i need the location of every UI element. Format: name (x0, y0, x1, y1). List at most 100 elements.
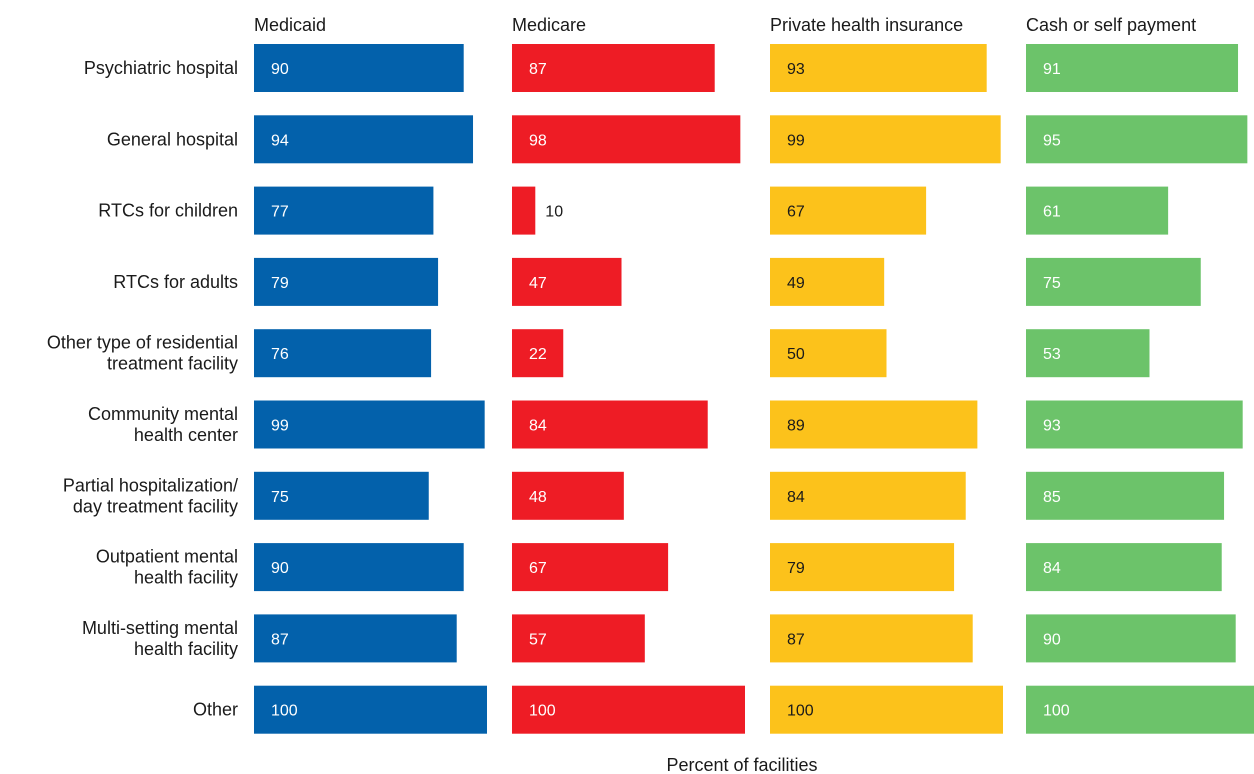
bar-cash-or-self-payment-other-type-of-residential-treatment-facility (1026, 329, 1150, 378)
bar-medicare-rtcs-for-adults (512, 257, 622, 306)
category-label-line: health center (134, 425, 238, 445)
category-labels: Psychiatric hospital General hospital RTCs… (47, 58, 238, 720)
bar-medicaid-outpatient-mental-health-facility (254, 543, 464, 592)
data-label-cash-or-self-payment-psychiatric-hospital: 91 (1043, 61, 1061, 78)
bar-cash-or-self-payment-partial-hospitalization-day-treatment-facility (1026, 471, 1225, 520)
data-label-medicare-psychiatric-hospital: 87 (529, 61, 547, 78)
category-label-community-mental-health-center: Community mental health center (88, 404, 238, 445)
bar-private-health-insurance-other-type-of-residential-treatment-facility (770, 329, 887, 378)
category-label-psychiatric-hospital: Psychiatric hospital (84, 58, 238, 78)
category-label-line: Outpatient mental (96, 547, 238, 567)
series-cash-or-self-payment: 91 95 61 75 53 93 85 84 90 100 (1026, 44, 1254, 734)
data-label-cash-or-self-payment-rtcs-for-adults: 75 (1043, 275, 1061, 292)
category-label-line: health facility (134, 568, 238, 588)
bar-cash-or-self-payment-multi-setting-mental-health-facility (1026, 614, 1236, 663)
category-label-line: treatment facility (107, 354, 238, 374)
data-label-private-health-insurance-multi-setting-mental-health-facility: 87 (787, 631, 805, 648)
category-label-multi-setting-mental-health-facility: Multi-setting mental health facility (82, 618, 238, 659)
data-label-medicaid-other: 100 (271, 703, 298, 720)
data-label-medicare-community-mental-health-center: 84 (529, 418, 547, 435)
data-label-private-health-insurance-partial-hospitalization-day-treatment-facility: 84 (787, 489, 805, 506)
category-label-line: Other type of residential (47, 333, 238, 353)
series-header-cash-or-self-payment: Cash or self payment (1026, 15, 1196, 35)
data-label-cash-or-self-payment-rtcs-for-children: 61 (1043, 204, 1061, 221)
bar-medicare-psychiatric-hospital (512, 44, 715, 92)
bar-private-health-insurance-rtcs-for-adults (770, 257, 885, 306)
category-label-line: day treatment facility (73, 496, 238, 516)
series-headers: Medicaid Medicare Private health insurance… (254, 15, 1196, 35)
bar-cash-or-self-payment-psychiatric-hospital (1026, 44, 1239, 92)
bar-medicaid-community-mental-health-center (254, 400, 485, 449)
bar-medicaid-multi-setting-mental-health-facility (254, 614, 457, 663)
data-label-medicaid-other-type-of-residential-treatment-facility: 76 (271, 346, 289, 363)
series-medicare: 87 98 10 47 22 84 48 67 57 100 (512, 44, 745, 734)
data-label-cash-or-self-payment-community-mental-health-center: 93 (1043, 418, 1061, 435)
series-header-private-health-insurance: Private health insurance (770, 15, 963, 35)
data-label-medicaid-community-mental-health-center: 99 (271, 418, 289, 435)
bar-cash-or-self-payment-general-hospital (1026, 115, 1248, 164)
bar-medicare-partial-hospitalization-day-treatment-facility (512, 471, 624, 520)
bar-private-health-insurance-rtcs-for-children (770, 186, 927, 235)
data-label-private-health-insurance-outpatient-mental-health-facility: 79 (787, 560, 805, 577)
bar-cash-or-self-payment-outpatient-mental-health-facility (1026, 543, 1222, 592)
series-medicaid: 90 94 77 79 76 99 75 90 87 100 (254, 44, 487, 734)
bar-medicare-other (512, 685, 745, 734)
category-label-partial-hospitalization-day-treatment-facility: Partial hospitalization/day treatment fa… (63, 475, 238, 516)
bar-medicaid-other (254, 685, 487, 734)
data-label-private-health-insurance-other: 100 (787, 703, 814, 720)
bar-cash-or-self-payment-rtcs-for-children (1026, 186, 1169, 235)
bar-private-health-insurance-partial-hospitalization-day-treatment-facility (770, 471, 966, 520)
category-label-general-hospital: General hospital (107, 129, 238, 149)
data-label-medicare-outpatient-mental-health-facility: 67 (529, 560, 547, 577)
bar-medicare-other-type-of-residential-treatment-facility (512, 329, 564, 378)
bars: 90 94 77 79 76 99 75 90 87 100 87 98 10 47 22 84 48 67 57 1… (254, 44, 1254, 734)
data-label-medicaid-rtcs-for-children: 77 (271, 204, 289, 221)
bar-medicaid-general-hospital (254, 115, 474, 164)
series-header-medicaid: Medicaid (254, 15, 326, 35)
bar-cash-or-self-payment-rtcs-for-adults (1026, 257, 1201, 306)
data-label-private-health-insurance-rtcs-for-children: 67 (787, 204, 805, 221)
data-label-cash-or-self-payment-general-hospital: 95 (1043, 132, 1061, 149)
bar-cash-or-self-payment-community-mental-health-center (1026, 400, 1243, 449)
data-label-medicaid-outpatient-mental-health-facility: 90 (271, 560, 289, 577)
data-label-private-health-insurance-general-hospital: 99 (787, 132, 805, 149)
category-label-line: Partial hospitalization/ (63, 475, 238, 495)
bar-cash-or-self-payment-other (1026, 685, 1254, 734)
data-label-cash-or-self-payment-other-type-of-residential-treatment-facility: 53 (1043, 346, 1061, 363)
bar-medicaid-rtcs-for-children (254, 186, 434, 235)
data-label-medicare-general-hospital: 98 (529, 132, 547, 149)
bar-medicare-multi-setting-mental-health-facility (512, 614, 645, 663)
data-label-private-health-insurance-rtcs-for-adults: 49 (787, 275, 805, 292)
category-label-line: RTCs for children (98, 201, 238, 221)
bar-private-health-insurance-general-hospital (770, 115, 1001, 164)
category-label-line: Psychiatric hospital (84, 58, 238, 78)
bar-medicaid-partial-hospitalization-day-treatment-facility (254, 471, 429, 520)
data-label-medicare-rtcs-for-adults: 47 (529, 275, 547, 292)
data-label-cash-or-self-payment-outpatient-mental-health-facility: 84 (1043, 560, 1061, 577)
bar-private-health-insurance-psychiatric-hospital (770, 44, 987, 92)
data-label-cash-or-self-payment-other: 100 (1043, 703, 1070, 720)
data-label-private-health-insurance-community-mental-health-center: 89 (787, 418, 805, 435)
data-label-medicaid-multi-setting-mental-health-facility: 87 (271, 631, 289, 648)
data-label-medicare-other-type-of-residential-treatment-facility: 22 (529, 346, 547, 363)
category-label-line: Community mental (88, 404, 238, 424)
category-label-line: Multi-setting mental (82, 618, 238, 638)
data-label-medicare-partial-hospitalization-day-treatment-facility: 48 (529, 489, 547, 506)
data-label-medicaid-general-hospital: 94 (271, 132, 289, 149)
bar-medicare-community-mental-health-center (512, 400, 708, 449)
category-label-line: General hospital (107, 129, 238, 149)
bar-private-health-insurance-outpatient-mental-health-facility (770, 543, 955, 592)
data-label-medicare-multi-setting-mental-health-facility: 57 (529, 631, 547, 648)
data-label-cash-or-self-payment-multi-setting-mental-health-facility: 90 (1043, 631, 1061, 648)
x-axis-label: Percent of facilities (666, 755, 817, 774)
data-label-medicare-other: 100 (529, 703, 556, 720)
bar-private-health-insurance-community-mental-health-center (770, 400, 978, 449)
bar-private-health-insurance-multi-setting-mental-health-facility (770, 614, 973, 663)
category-label-rtcs-for-adults: RTCs for adults (113, 272, 238, 292)
data-label-medicaid-partial-hospitalization-day-treatment-facility: 75 (271, 489, 289, 506)
data-label-medicaid-psychiatric-hospital: 90 (271, 61, 289, 78)
series-private-health-insurance: 93 99 67 49 50 89 84 79 87 100 (770, 44, 1003, 734)
bar-medicaid-psychiatric-hospital (254, 44, 464, 92)
data-label-medicaid-rtcs-for-adults: 79 (271, 275, 289, 292)
